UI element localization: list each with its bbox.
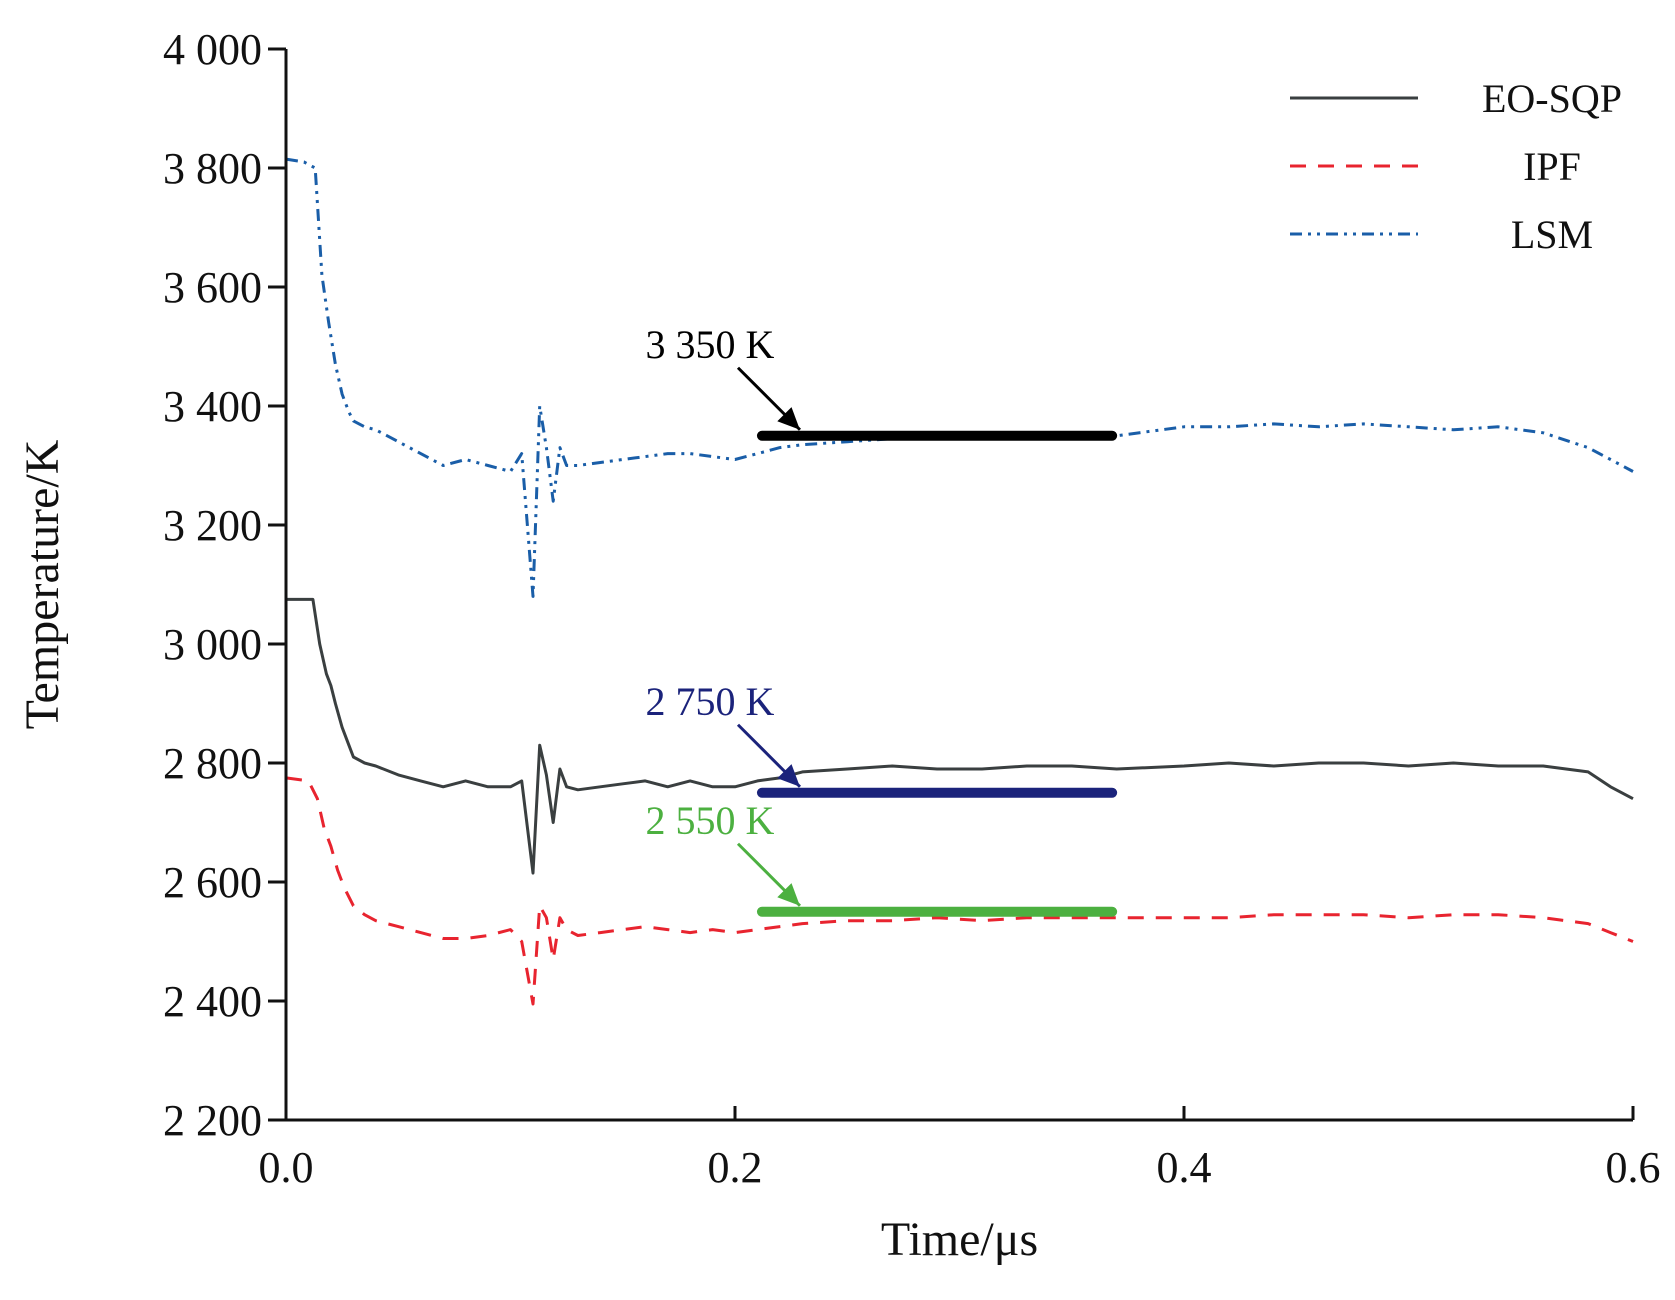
y-tick-label: 2 800 bbox=[163, 739, 262, 788]
y-tick-label: 2 200 bbox=[163, 1096, 262, 1145]
y-tick-label: 3 400 bbox=[163, 382, 262, 431]
legend-label: LSM bbox=[1511, 212, 1593, 257]
x-tick-label: 0.4 bbox=[1157, 1143, 1212, 1192]
reference-label: 2 750 K bbox=[646, 679, 775, 724]
reference-label: 2 550 K bbox=[646, 798, 775, 843]
series-line-ipf bbox=[285, 776, 1634, 1006]
reference-label: 3 350 K bbox=[646, 322, 775, 367]
y-tick-label: 3 000 bbox=[163, 620, 262, 669]
y-tick-label: 3 200 bbox=[163, 501, 262, 550]
y-tick-label: 4 000 bbox=[163, 25, 262, 74]
y-tick-label: 3 600 bbox=[163, 263, 262, 312]
x-tick-label: 0.6 bbox=[1606, 1143, 1661, 1192]
series-layer bbox=[285, 157, 1634, 1006]
reference-layer: 3 350 K 2 750 K 2 550 K bbox=[646, 322, 1118, 917]
x-axis-title: Time/μs bbox=[881, 1213, 1038, 1266]
series-line-lsm bbox=[285, 157, 1634, 598]
x-tick-label: 0.0 bbox=[259, 1143, 314, 1192]
y-tick-label: 2 600 bbox=[163, 858, 262, 907]
y-axis-title: Temperature/K bbox=[16, 439, 69, 729]
ticks: 0.0 0.2 0.4 0.6 2 200 2 400 2 600 2 800 3 000 3 2… bbox=[163, 25, 1661, 1192]
legend-label: EO-SQP bbox=[1482, 76, 1622, 121]
legend-label: IPF bbox=[1523, 144, 1581, 189]
legend: EO-SQP IPF LSM bbox=[1290, 76, 1622, 257]
y-tick-label: 3 800 bbox=[163, 144, 262, 193]
series-line-eo-sqp bbox=[286, 597, 1634, 875]
reference-arrowhead bbox=[777, 407, 800, 430]
x-tick-label: 0.2 bbox=[708, 1143, 763, 1192]
reference-arrowhead bbox=[777, 883, 800, 906]
axes bbox=[284, 49, 1633, 1122]
reference-arrowhead bbox=[777, 764, 800, 787]
y-tick-label: 2 400 bbox=[163, 977, 262, 1026]
